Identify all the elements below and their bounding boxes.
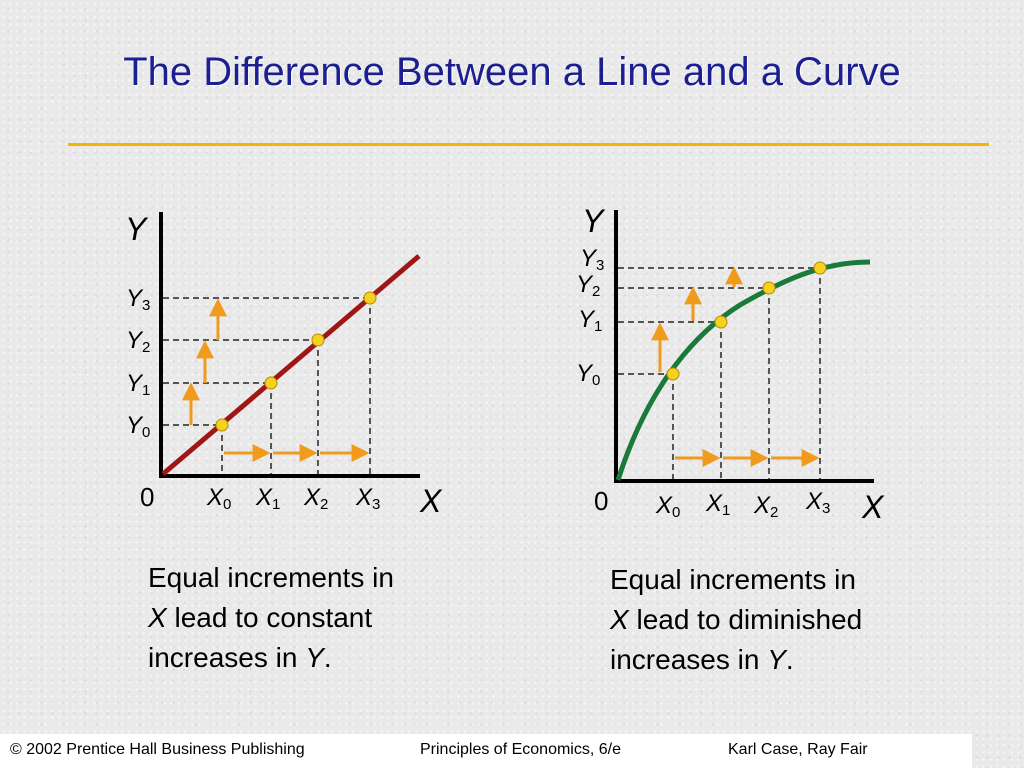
right-x2-label: X2	[753, 492, 778, 521]
left-x2-label: X2	[303, 484, 328, 513]
right-origin-label: 0	[594, 486, 608, 516]
right-caption-line1: Equal increments in	[610, 564, 856, 595]
slide-title: The Difference Between a Line and a Curv…	[123, 50, 901, 94]
left-origin-label: 0	[140, 482, 154, 512]
left-y3-label: Y3	[126, 285, 150, 314]
right-x3-label: X3	[805, 488, 830, 517]
left-x3-label: X3	[355, 484, 380, 513]
right-y3-label: Y3	[580, 245, 604, 274]
left-point-0	[215, 418, 229, 432]
concave-curve	[615, 259, 871, 481]
left-caption-line2-rest: lead to constant	[166, 602, 373, 633]
left-x-axis-label: X	[419, 483, 443, 519]
left-caption-y-var: Y	[305, 642, 324, 673]
right-caption: Equal increments in X lead to diminished…	[610, 560, 950, 680]
left-point-3	[363, 291, 377, 305]
left-y1-label: Y1	[126, 370, 150, 399]
left-x0-label: X0	[206, 484, 231, 513]
right-point-0	[666, 367, 680, 381]
left-caption-line1: Equal increments in	[148, 562, 394, 593]
right-y0-label: Y0	[576, 360, 600, 389]
left-caption-line2: X lead to constant	[148, 598, 478, 638]
right-x0-label: X0	[655, 492, 680, 521]
right-point-3	[813, 261, 827, 275]
right-caption-line2-rest: lead to diminished	[628, 604, 863, 635]
left-caption-line3: increases in Y.	[148, 638, 478, 678]
right-caption-line3-pre: increases in	[610, 644, 768, 675]
right-y1-label: Y1	[578, 306, 602, 335]
right-caption-period: .	[785, 644, 794, 675]
right-caption-x-var: X	[610, 604, 629, 635]
straight-line	[161, 254, 421, 476]
right-y-axis-label: Y	[582, 203, 606, 239]
left-caption-x-var: X	[148, 602, 167, 633]
right-point-1	[714, 315, 728, 329]
left-caption: Equal increments in X lead to constant i…	[148, 558, 478, 678]
right-y2-label: Y2	[576, 271, 600, 300]
left-point-1	[264, 376, 278, 390]
right-caption-y-var: Y	[767, 644, 786, 675]
footer-authors: Karl Case, Ray Fair	[728, 741, 868, 758]
right-point-2	[762, 281, 776, 295]
right-caption-line3: increases in Y.	[610, 640, 950, 680]
left-x1-label: X1	[255, 484, 280, 513]
left-point-2	[311, 333, 325, 347]
left-caption-period: .	[323, 642, 332, 673]
left-y-axis-label: Y	[125, 211, 149, 247]
left-caption-line3-pre: increases in	[148, 642, 306, 673]
footer-copyright: © 2002 Prentice Hall Business Publishing	[10, 741, 305, 758]
right-x1-label: X1	[705, 490, 730, 519]
left-y2-label: Y2	[126, 327, 150, 356]
right-caption-line2: X lead to diminished	[610, 600, 950, 640]
right-x-axis-label: X	[861, 489, 885, 525]
footer-book-title: Principles of Economics, 6/e	[420, 741, 621, 758]
left-y0-label: Y0	[126, 412, 150, 441]
title-divider	[68, 143, 989, 146]
slide-footer: © 2002 Prentice Hall Business Publishing…	[0, 734, 972, 768]
